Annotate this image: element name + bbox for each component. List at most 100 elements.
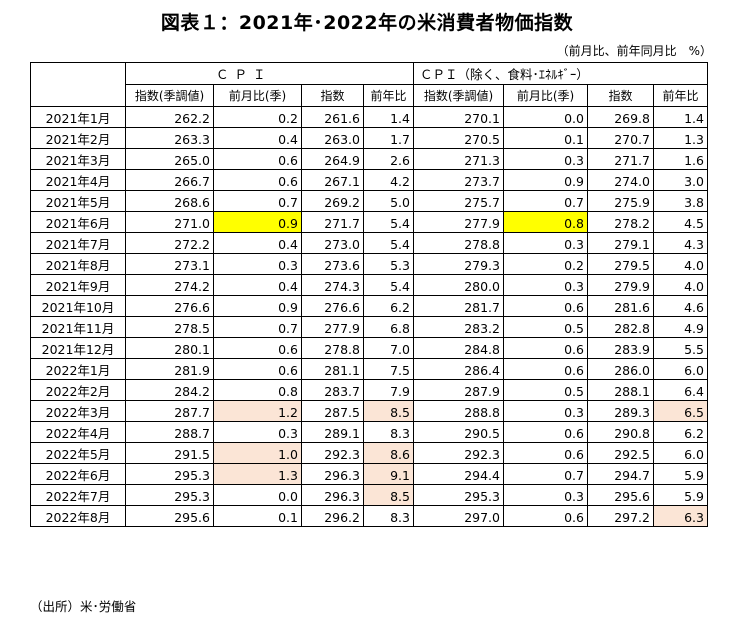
- row-month-label: 2022年3月: [30, 400, 126, 422]
- table-row: 2021年6月 271.0 0.9 271.7 5.4 277.9 0.8 278.2 4.5: [30, 211, 708, 233]
- table-cell: 8.6: [363, 442, 414, 464]
- table-cell: 290.8: [587, 421, 654, 443]
- table-cell: 9.1: [363, 463, 414, 485]
- table-cell: 4.0: [653, 274, 708, 296]
- table-cell: 283.7: [301, 379, 364, 401]
- table-cell: 292.3: [413, 442, 504, 464]
- table-cell: 288.7: [125, 421, 214, 443]
- table-cell: 271.7: [587, 148, 654, 170]
- table-cell: 289.1: [301, 421, 364, 443]
- table-cell: 0.2: [503, 253, 588, 275]
- table-cell: 0.7: [503, 463, 588, 485]
- table-cell: 273.6: [301, 253, 364, 275]
- row-month-label: 2021年8月: [30, 253, 126, 275]
- table-cell: 0.8: [503, 211, 588, 233]
- table-cell: 1.7: [363, 127, 414, 149]
- table-cell: 8.3: [363, 505, 414, 527]
- table-cell: 5.4: [363, 232, 414, 254]
- row-month-label: 2022年2月: [30, 379, 126, 401]
- row-month-label: 2021年6月: [30, 211, 126, 233]
- table-row: 2022年3月 287.7 1.2 287.5 8.5 288.8 0.3 289.3 6.5: [30, 400, 708, 422]
- table-cell: 0.9: [213, 295, 302, 317]
- table-cell: 0.6: [503, 505, 588, 527]
- table-cell: 3.0: [653, 169, 708, 191]
- table-cell: 295.3: [125, 484, 214, 506]
- table-cell: 0.1: [503, 127, 588, 149]
- table-cell: 297.2: [587, 505, 654, 527]
- table-cell: 276.6: [125, 295, 214, 317]
- table-cell: 5.0: [363, 190, 414, 212]
- table-cell: 1.0: [213, 442, 302, 464]
- table-cell: 6.0: [653, 442, 708, 464]
- table-cell: 0.4: [213, 127, 302, 149]
- column-header: 前年比: [653, 84, 708, 107]
- table-cell: 275.9: [587, 190, 654, 212]
- table-cell: 0.7: [213, 190, 302, 212]
- table-cell: 0.6: [503, 358, 588, 380]
- table-cell: 266.7: [125, 169, 214, 191]
- table-row: 2022年5月 291.5 1.0 292.3 8.6 292.3 0.6 292.5 6.0: [30, 442, 708, 464]
- table-cell: 4.6: [653, 295, 708, 317]
- row-month-label: 2021年2月: [30, 127, 126, 149]
- column-header: 指数: [587, 84, 654, 107]
- table-cell: 281.1: [301, 358, 364, 380]
- row-month-label: 2021年1月: [30, 106, 126, 128]
- table-cell: 287.9: [413, 379, 504, 401]
- table-cell: 288.8: [413, 400, 504, 422]
- table-cell: 0.5: [503, 316, 588, 338]
- table-cell: 295.6: [587, 484, 654, 506]
- table-cell: 0.3: [503, 484, 588, 506]
- table-cell: 0.3: [503, 400, 588, 422]
- column-header: 指数(季調値): [125, 84, 214, 107]
- table-cell: 0.3: [503, 148, 588, 170]
- table-cell: 274.2: [125, 274, 214, 296]
- table-cell: 6.2: [653, 421, 708, 443]
- table-cell: 5.9: [653, 484, 708, 506]
- table-cell: 0.3: [213, 421, 302, 443]
- table-cell: 4.3: [653, 232, 708, 254]
- table-cell: 286.0: [587, 358, 654, 380]
- table-cell: 5.4: [363, 274, 414, 296]
- table-cell: 0.6: [213, 148, 302, 170]
- table-cell: 292.5: [587, 442, 654, 464]
- table-cell: 295.3: [413, 484, 504, 506]
- row-month-label: 2022年1月: [30, 358, 126, 380]
- column-header: 前年比: [363, 84, 414, 107]
- table-cell: 280.1: [125, 337, 214, 359]
- table-cell: 284.8: [413, 337, 504, 359]
- table-row: 2021年7月 272.2 0.4 273.0 5.4 278.8 0.3 279.1 4.3: [30, 232, 708, 254]
- row-month-label: 2021年3月: [30, 148, 126, 170]
- table-row: 2021年1月 262.2 0.2 261.6 1.4 270.1 0.0 269.8 1.4: [30, 106, 708, 128]
- column-header: 前月比(季): [213, 84, 302, 107]
- table-cell: 267.1: [301, 169, 364, 191]
- group-cpi: ＣＰＩ: [125, 62, 414, 85]
- table-cell: 0.4: [213, 232, 302, 254]
- table-cell: 6.3: [653, 505, 708, 527]
- table-cell: 0.3: [503, 274, 588, 296]
- row-month-label: 2022年7月: [30, 484, 126, 506]
- column-header-row: 指数(季調値) 前月比(季) 指数 前年比 指数(季調値) 前月比(季) 指数 …: [31, 84, 708, 107]
- table-cell: 292.3: [301, 442, 364, 464]
- table-cell: 277.9: [413, 211, 504, 233]
- table-cell: 296.2: [301, 505, 364, 527]
- table-cell: 279.9: [587, 274, 654, 296]
- page-title: 図表１：2021年･2022年の米消費者物価指数: [160, 12, 574, 34]
- row-month-label: 2021年9月: [30, 274, 126, 296]
- table-cell: 263.3: [125, 127, 214, 149]
- table-row: 2022年6月 295.3 1.3 296.3 9.1 294.4 0.7 294.7 5.9: [30, 463, 708, 485]
- row-month-label: 2021年7月: [30, 232, 126, 254]
- table-row: 2021年10月 276.6 0.9 276.6 6.2 281.7 0.6 281.6 4.6: [30, 295, 708, 317]
- table-cell: 4.2: [363, 169, 414, 191]
- row-month-label: 2021年10月: [30, 295, 126, 317]
- column-header: 前月比(季): [503, 84, 588, 107]
- table-cell: 1.3: [653, 127, 708, 149]
- table-cell: 282.8: [587, 316, 654, 338]
- row-month-label: 2022年8月: [30, 505, 126, 527]
- table-row: 2021年2月 263.3 0.4 263.0 1.7 270.5 0.1 270.7 1.3: [30, 127, 708, 149]
- table-cell: 281.9: [125, 358, 214, 380]
- table-cell: 1.4: [363, 106, 414, 128]
- table-cell: 278.5: [125, 316, 214, 338]
- row-month-label: 2021年12月: [30, 337, 126, 359]
- table-cell: 6.4: [653, 379, 708, 401]
- table-cell: 0.3: [503, 232, 588, 254]
